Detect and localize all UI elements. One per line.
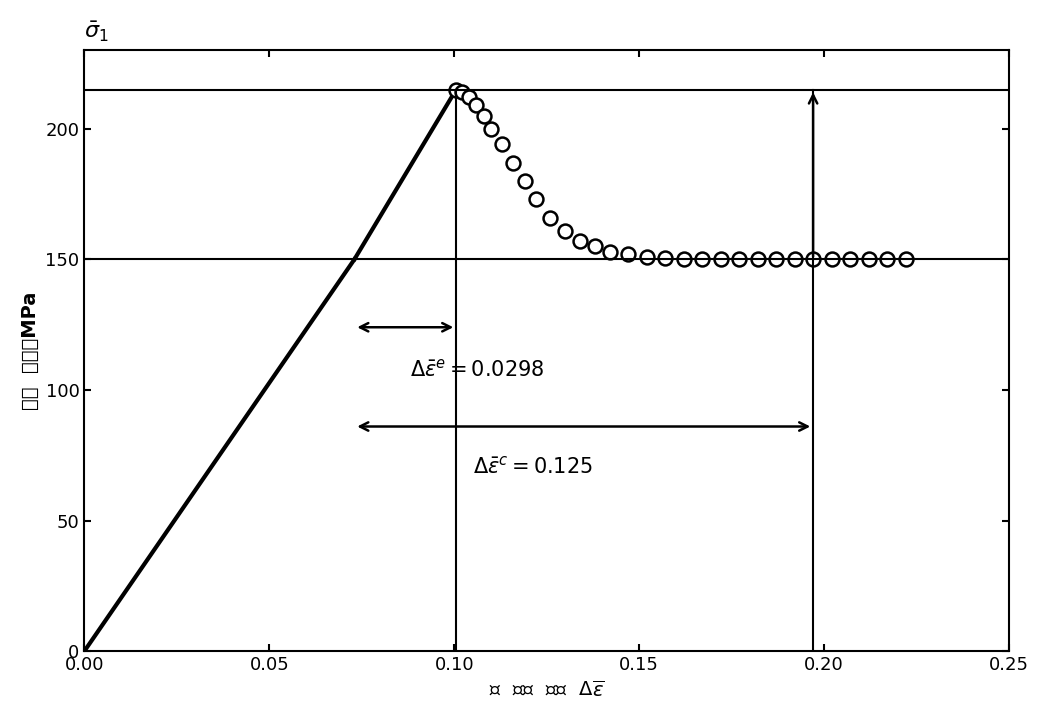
Text: $\Delta\bar{\varepsilon}^e=0.0298$: $\Delta\bar{\varepsilon}^e=0.0298$: [410, 359, 544, 381]
Text: $\bar{\sigma}_1$: $\bar{\sigma}_1$: [84, 20, 109, 45]
X-axis label: 总  应变  增量  $\Delta\overline{\varepsilon}$: 总 应变 增量 $\Delta\overline{\varepsilon}$: [489, 680, 605, 699]
Y-axis label: 等效  应力，MPa: 等效 应力，MPa: [21, 292, 40, 410]
Text: $\Delta\bar{\varepsilon}^c=0.125$: $\Delta\bar{\varepsilon}^c=0.125$: [472, 455, 592, 477]
